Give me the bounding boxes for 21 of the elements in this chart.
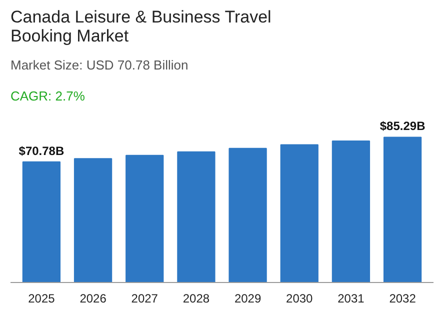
bar <box>74 158 112 282</box>
data-label: $85.29B <box>380 119 426 134</box>
bar <box>177 151 216 282</box>
text: CAGR: 2.7% <box>10 88 86 104</box>
bar <box>22 161 61 282</box>
x-tick-label: 2025 <box>28 292 56 306</box>
bar <box>332 140 370 282</box>
chart-subtitle: Market Size: USD 70.78 Billion <box>10 58 188 72</box>
bar <box>280 144 318 282</box>
bar <box>383 136 422 282</box>
data-label: $70.78B <box>18 144 64 158</box>
x-tick-label: 2030 <box>286 292 314 306</box>
x-tick-label: 2031 <box>338 292 365 306</box>
bar <box>228 148 267 282</box>
x-tick-label: 2026 <box>80 292 107 306</box>
x-tick-label: 2028 <box>182 292 210 306</box>
x-tick-label: 2032 <box>389 292 416 306</box>
x-tick-label: 2027 <box>131 292 158 306</box>
x-tick-label: 2029 <box>234 292 262 306</box>
chart-title: Canada Leisure & Business Travel Booking Market <box>10 8 272 46</box>
bar <box>126 154 164 282</box>
